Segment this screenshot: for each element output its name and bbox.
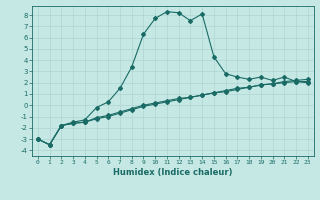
X-axis label: Humidex (Indice chaleur): Humidex (Indice chaleur) (113, 168, 233, 177)
